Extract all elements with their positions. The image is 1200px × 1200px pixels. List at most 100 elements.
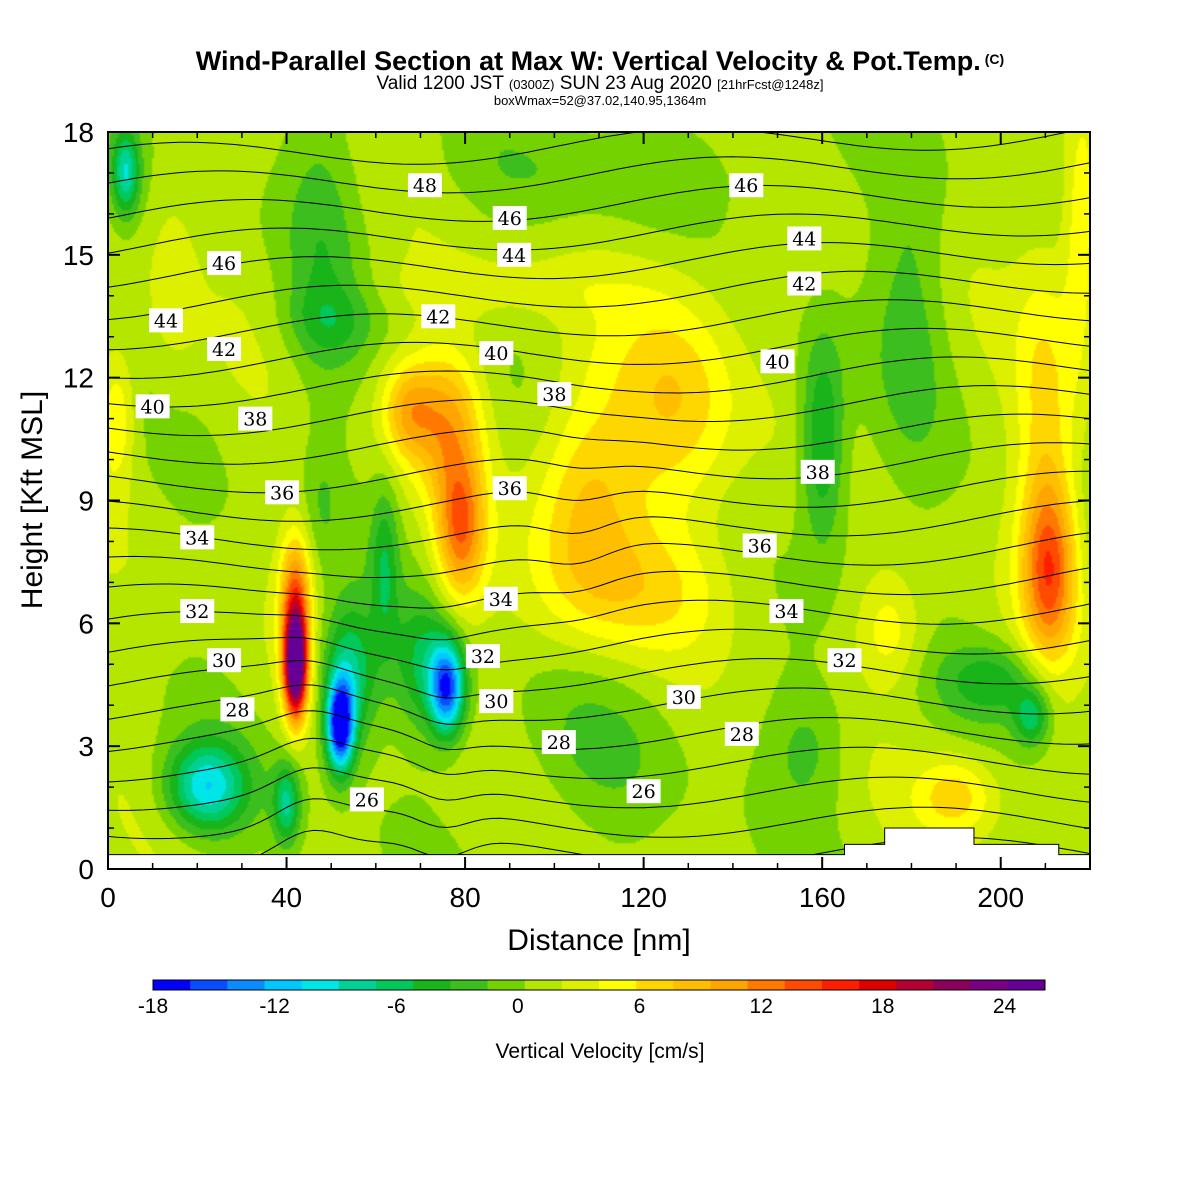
svg-text:36: 36 (748, 536, 772, 558)
colorbar-swatch (710, 980, 749, 990)
contour-label: 32 (827, 648, 862, 673)
svg-text:38: 38 (806, 462, 830, 484)
svg-text:48: 48 (413, 175, 437, 197)
theta-contour (108, 628, 1090, 671)
colorbar-swatch (227, 980, 265, 990)
svg-text:30: 30 (212, 650, 236, 672)
colorbar-tick-label: 6 (634, 995, 646, 1018)
contour-label: 34 (180, 525, 215, 550)
theta-contour (108, 710, 1090, 752)
chart-title-block: Wind-Parallel Section at Max W: Vertical… (0, 44, 1200, 109)
contour-label: 40 (760, 349, 795, 374)
y-tick-label: 15 (63, 240, 94, 271)
chart-title: Wind-Parallel Section at Max W: Vertical… (0, 44, 1200, 76)
y-tick-label: 12 (63, 363, 94, 394)
contour-label: 36 (265, 480, 300, 505)
svg-text:38: 38 (243, 409, 267, 431)
svg-text:40: 40 (765, 351, 789, 373)
contour-label: 40 (135, 394, 170, 419)
valid-date: SUN 23 Aug 2020 (559, 73, 712, 94)
contour-label: 26 (626, 779, 661, 804)
valid-time-line: Valid 1200 JST (0300Z) SUN 23 Aug 2020 [… (0, 73, 1200, 94)
theta-contour (108, 767, 1090, 811)
svg-text:32: 32 (832, 650, 856, 672)
contour-label: 42 (421, 304, 456, 329)
colorbar-tick-label: 18 (871, 995, 894, 1018)
theta-contour (108, 299, 1090, 351)
svg-text:42: 42 (212, 339, 236, 361)
theta-contour (108, 737, 1090, 783)
svg-text:28: 28 (225, 699, 249, 721)
colorbar-swatch (859, 980, 897, 990)
colorbar-frame (152, 979, 1046, 991)
contour-label: 40 (479, 341, 514, 366)
contour-label: 28 (541, 730, 576, 755)
colorbar-swatch (301, 980, 340, 990)
colorbar-tick-label: -6 (387, 995, 406, 1018)
contour-label: 44 (149, 308, 184, 333)
svg-text:32: 32 (185, 601, 209, 623)
colorbar-swatch (970, 980, 1009, 990)
colorbar-tick-label: 24 (993, 995, 1017, 1018)
contour-label: 34 (769, 599, 804, 624)
copyright-mark: (C) (984, 51, 1005, 67)
x-tick-label: 40 (271, 882, 302, 913)
theta-contour (108, 413, 1090, 465)
theta-contour (108, 156, 1090, 194)
colorbar-swatch (636, 980, 674, 990)
theta-contour (108, 242, 1090, 288)
contour-label: 36 (492, 476, 527, 501)
colorbar-swatch (264, 980, 303, 990)
chart-title-text: Wind-Parallel Section at Max W: Vertical… (195, 46, 981, 76)
y-tick-label: 0 (78, 854, 94, 885)
x-axis: 0 40 80 120 160 200 (100, 132, 1047, 913)
x-tick-label: 120 (620, 882, 667, 913)
contour-label: 48 (407, 173, 442, 198)
colorbar-swatch (450, 980, 488, 990)
svg-text:40: 40 (484, 343, 508, 365)
theta-contour (108, 470, 1090, 522)
svg-text:28: 28 (730, 724, 754, 746)
theta-contour (108, 658, 1090, 699)
y-tick-label: 9 (78, 486, 94, 517)
contour-label: 30 (666, 685, 701, 710)
svg-text:40: 40 (141, 396, 165, 418)
colorbar-swatch (338, 980, 377, 990)
y-tick-label: 3 (78, 731, 94, 762)
theta-contour (108, 684, 1090, 725)
valid-time: Valid 1200 JST (376, 73, 504, 94)
colorbar-label: Vertical Velocity [cm/s] (496, 1040, 705, 1063)
contour-label: 28 (724, 721, 759, 746)
theta-contour (108, 213, 1090, 254)
x-tick-label: 200 (977, 882, 1024, 913)
contour-label: 46 (207, 251, 242, 276)
svg-text:30: 30 (484, 691, 508, 713)
colorbar-swatch (153, 980, 191, 990)
colorbar-swatch (747, 980, 786, 990)
contour-label: 28 (220, 697, 255, 722)
colorbar-swatch (822, 980, 860, 990)
contour-label: 44 (497, 242, 532, 267)
contour-label: 32 (465, 644, 500, 669)
forecast-info: [21hrFcst@1248z] (717, 77, 824, 92)
potential-temperature-contours (108, 132, 1090, 868)
svg-text:28: 28 (547, 732, 571, 754)
colorbar-swatch (896, 980, 934, 990)
contour-label: 38 (800, 459, 835, 484)
theta-contour (108, 798, 1090, 840)
svg-text:36: 36 (498, 478, 522, 500)
contour-label: 42 (207, 337, 242, 362)
colorbar-swatch (487, 980, 526, 990)
contour-label: 30 (479, 689, 514, 714)
x-tick-label: 80 (450, 882, 481, 913)
colorbar-swatch (673, 980, 711, 990)
svg-text:46: 46 (212, 253, 236, 275)
theta-contour (108, 500, 1090, 551)
colorbar-swatch (561, 980, 600, 990)
theta-contour (108, 270, 1090, 321)
contour-label: 44 (787, 226, 822, 251)
contour-label: 42 (787, 271, 822, 296)
theta-contour (108, 356, 1090, 408)
x-axis-label: Distance [nm] (507, 924, 690, 957)
